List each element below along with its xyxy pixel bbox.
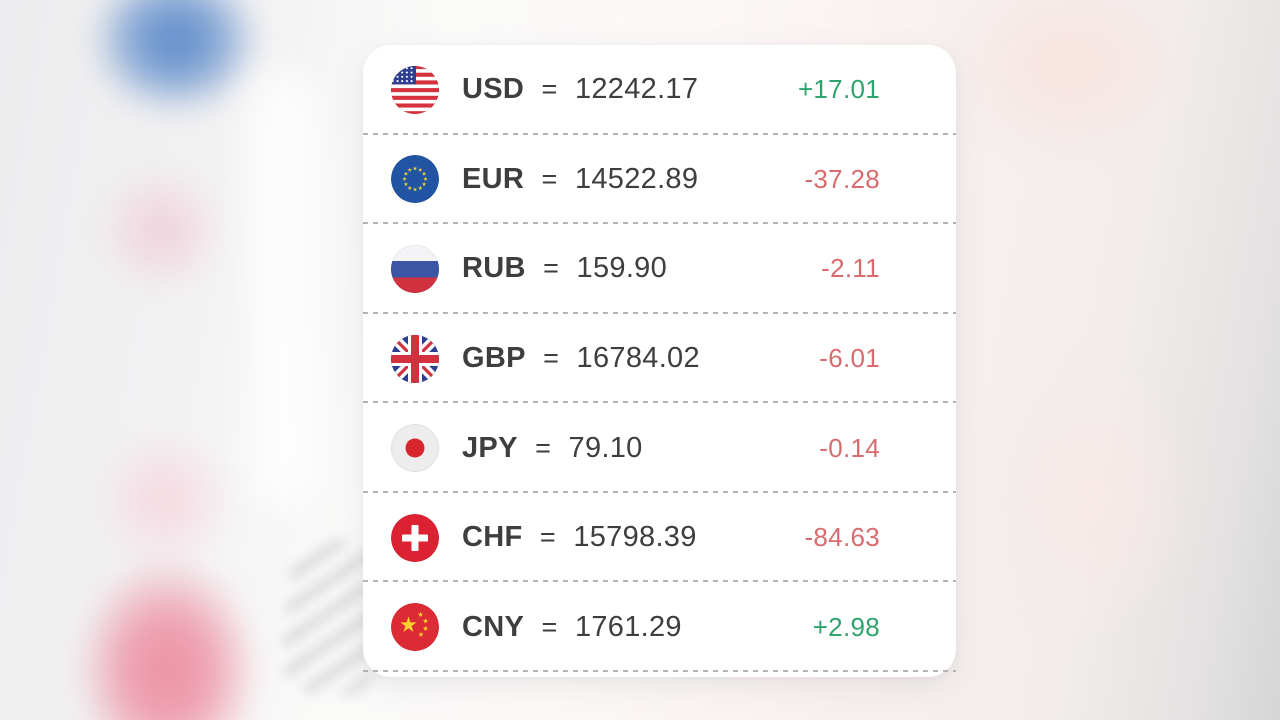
ru-flag-icon bbox=[390, 244, 440, 294]
currency-code: GBP bbox=[462, 342, 526, 375]
currency-change-value: -37.28 bbox=[804, 163, 880, 194]
currency-pair: CHF = 15798.39 bbox=[462, 521, 697, 554]
equals-sign: = bbox=[535, 432, 552, 463]
equals-sign: = bbox=[541, 163, 558, 194]
us-flag-icon bbox=[390, 65, 440, 115]
eu-flag-icon bbox=[390, 154, 440, 204]
currency-row[interactable]: USD = 12242.17 +17.01 bbox=[363, 45, 956, 135]
currency-code: RUB bbox=[462, 252, 526, 285]
currency-code: EUR bbox=[462, 162, 525, 195]
currency-pair: GBP = 16784.02 bbox=[462, 342, 700, 375]
currency-pair: CNY = 1761.29 bbox=[462, 611, 682, 644]
currency-pair: EUR = 14522.89 bbox=[462, 163, 698, 196]
equals-sign: = bbox=[543, 253, 560, 284]
cn-flag-icon bbox=[390, 602, 440, 652]
currency-change-value: -2.11 bbox=[821, 253, 880, 284]
currency-rate-value: 16784.02 bbox=[576, 342, 700, 375]
currency-change-value: +17.01 bbox=[797, 74, 880, 105]
currency-rate-value: 159.90 bbox=[576, 252, 668, 285]
currency-rate-value: 14522.89 bbox=[574, 162, 699, 195]
currency-change-value: +2.98 bbox=[812, 611, 880, 642]
currency-row[interactable]: GBP = 16784.02 -6.01 bbox=[363, 314, 956, 404]
currency-row[interactable]: CHF = 15798.39 -84.63 bbox=[363, 493, 956, 583]
jp-flag-icon bbox=[390, 423, 440, 473]
exchange-rate-card: USD = 12242.17 +17.01 EUR = 14522.89 -37… bbox=[363, 45, 956, 677]
currency-pair: USD = 12242.17 bbox=[462, 73, 698, 106]
gb-flag-icon bbox=[390, 334, 440, 384]
equals-sign: = bbox=[541, 74, 558, 105]
equals-sign: = bbox=[541, 611, 558, 642]
currency-rate-value: 79.10 bbox=[568, 431, 643, 464]
currency-rate-value: 1761.29 bbox=[574, 610, 682, 643]
currency-code: USD bbox=[462, 73, 525, 106]
currency-rate-value: 15798.39 bbox=[573, 521, 697, 554]
currency-change-value: -84.63 bbox=[804, 522, 880, 553]
currency-rate-value: 12242.17 bbox=[574, 73, 699, 106]
equals-sign: = bbox=[543, 343, 560, 374]
equals-sign: = bbox=[539, 522, 556, 553]
currency-code: CNY bbox=[462, 610, 525, 643]
currency-pair: RUB = 159.90 bbox=[462, 252, 667, 285]
currency-row[interactable]: RUB = 159.90 -2.11 bbox=[363, 224, 956, 314]
currency-change-value: -6.01 bbox=[819, 343, 880, 374]
currency-code: CHF bbox=[462, 521, 523, 554]
ch-flag-icon bbox=[390, 513, 440, 563]
currency-pair: JPY = 79.10 bbox=[462, 432, 643, 465]
currency-code: JPY bbox=[462, 431, 518, 464]
currency-row[interactable]: JPY = 79.10 -0.14 bbox=[363, 403, 956, 493]
currency-row[interactable]: CNY = 1761.29 +2.98 bbox=[363, 582, 956, 672]
currency-row[interactable]: EUR = 14522.89 -37.28 bbox=[363, 135, 956, 225]
currency-change-value: -0.14 bbox=[819, 432, 880, 463]
